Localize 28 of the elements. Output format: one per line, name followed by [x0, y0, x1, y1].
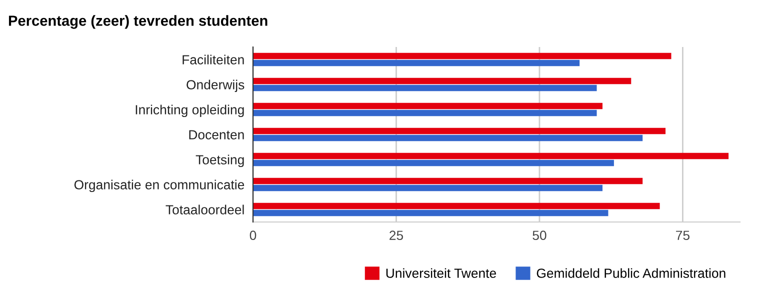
y-tick-label: Docenten	[189, 130, 244, 140]
bar	[253, 52, 672, 60]
bar	[253, 78, 632, 84]
y-tick-label: Toetsing	[196, 154, 244, 168]
x-tick-label: 50	[532, 230, 546, 240]
legend-label: Universiteit Twente	[386, 268, 496, 278]
y-tick-label: Organisatie en communicatie	[74, 180, 244, 192]
y-tick-label: Onderwijs	[186, 80, 244, 92]
bar	[253, 184, 602, 192]
bar	[253, 60, 580, 66]
bar	[253, 178, 643, 184]
legend-label: Gemiddeld Public Administration	[536, 268, 726, 278]
y-tick-label: Faciliteiten	[182, 54, 244, 64]
x-tick-label: 75	[676, 230, 690, 240]
bar	[253, 110, 597, 116]
bar	[253, 152, 729, 160]
bar	[253, 210, 608, 216]
bar	[253, 102, 602, 110]
x-tick-label: 0	[250, 230, 256, 240]
bar	[253, 160, 614, 166]
chart-title: Percentage (zeer) tevreden studenten	[8, 15, 268, 29]
y-tick-label: Totaaloordeel	[166, 204, 244, 214]
bar	[253, 134, 643, 142]
x-tick-label: 25	[390, 230, 404, 240]
bar	[253, 128, 666, 134]
bar	[253, 84, 597, 92]
bar	[253, 202, 660, 210]
y-tick-label: Inrichting opleiding	[136, 104, 244, 118]
